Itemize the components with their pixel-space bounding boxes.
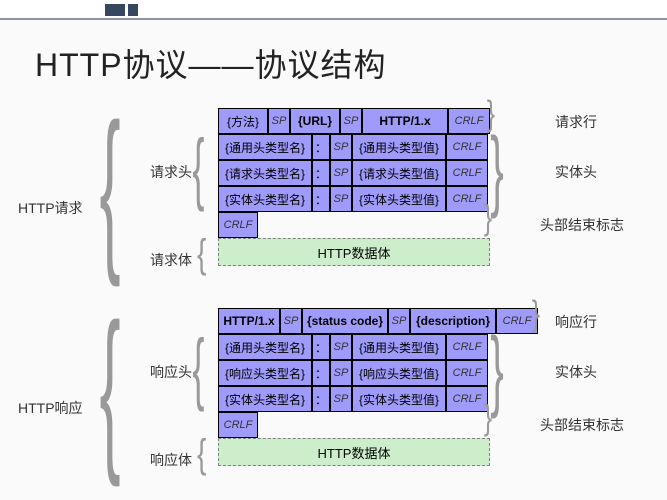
label-request: HTTP请求: [18, 198, 83, 218]
brace-icon: {: [484, 200, 492, 235]
crlf-cell: CRLF: [448, 108, 490, 134]
label-header-end: 头部结束标志: [540, 215, 624, 235]
sp-cell: SP: [340, 108, 362, 134]
decorative-topbar: [0, 0, 667, 20]
request-body: HTTP数据体: [218, 238, 490, 266]
version-cell: HTTP/1.x: [362, 108, 448, 134]
brace-icon: {: [197, 434, 206, 474]
header-row: {通用头类型名} ： SP {通用头类型值} CRLF: [218, 134, 490, 160]
square-icon: [128, 4, 138, 16]
method-cell: {方法}: [218, 108, 268, 134]
square-icon: [105, 4, 125, 16]
label-response-line: 响应行: [555, 312, 597, 332]
response-body: HTTP数据体: [218, 438, 490, 466]
brace-icon: {: [197, 234, 206, 274]
brace-icon: {: [100, 298, 121, 478]
label-request-line: 请求行: [555, 112, 597, 132]
brace-icon: {: [532, 296, 540, 331]
rule: [0, 18, 667, 20]
label-entity-head: 实体头: [555, 162, 597, 182]
brace-icon: {: [484, 400, 492, 435]
label-response-body: 响应体: [150, 450, 192, 470]
label-entity-head: 实体头: [555, 362, 597, 382]
label-response: HTTP响应: [18, 398, 83, 418]
header-row: {实体头类型名} ： SP {实体头类型值} CRLF: [218, 186, 490, 212]
page-title: HTTP协议——协议结构: [35, 40, 387, 86]
request-line: {方法} SP {URL} SP HTTP/1.x CRLF: [218, 108, 490, 134]
label-response-head: 响应头: [150, 362, 192, 382]
label-request-head: 请求头: [150, 162, 192, 182]
label-request-body: 请求体: [150, 250, 192, 270]
crlf-row: CRLF: [218, 212, 490, 238]
request-diagram: {方法} SP {URL} SP HTTP/1.x CRLF {通用头类型名} …: [218, 108, 490, 266]
label-header-end: 头部结束标志: [540, 415, 624, 435]
brace-icon: {: [192, 328, 204, 408]
url-cell: {URL}: [290, 108, 340, 134]
header-row: {请求头类型名} ： SP {请求头类型值} CRLF: [218, 160, 490, 186]
brace-icon: {: [100, 98, 121, 278]
brace-icon: {: [490, 325, 504, 415]
sp-cell: SP: [268, 108, 290, 134]
brace-icon: {: [192, 128, 204, 208]
brace-icon: {: [490, 125, 504, 215]
